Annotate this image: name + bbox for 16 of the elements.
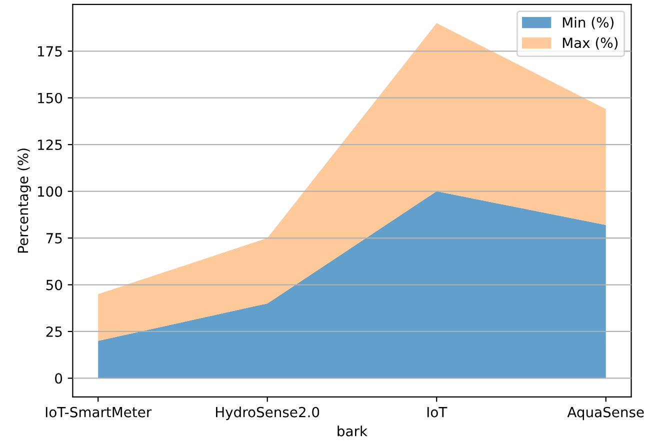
x-tick-label: IoT: [427, 407, 448, 418]
y-axis-title: Percentage (%): [17, 148, 31, 253]
y-tick-label: 0: [55, 373, 62, 384]
y-tick-label: 25: [46, 326, 62, 337]
y-tick-label: 100: [38, 186, 62, 197]
y-tick-label: 175: [38, 46, 62, 57]
x-axis-title: bark: [338, 426, 368, 436]
y-tick-label: 125: [38, 140, 62, 150]
legend-label: Max (%): [562, 37, 618, 50]
legend-label: Min (%): [562, 16, 614, 30]
y-tick-label: 75: [46, 233, 62, 244]
x-tick-label: AquaSense: [567, 406, 644, 420]
x-tick-label: IoT-SmartMeter: [46, 406, 152, 418]
y-tick-label: 150: [38, 92, 62, 104]
x-tick-label: HydroSense2.0: [216, 406, 320, 420]
y-tick-label: 50: [46, 280, 62, 290]
